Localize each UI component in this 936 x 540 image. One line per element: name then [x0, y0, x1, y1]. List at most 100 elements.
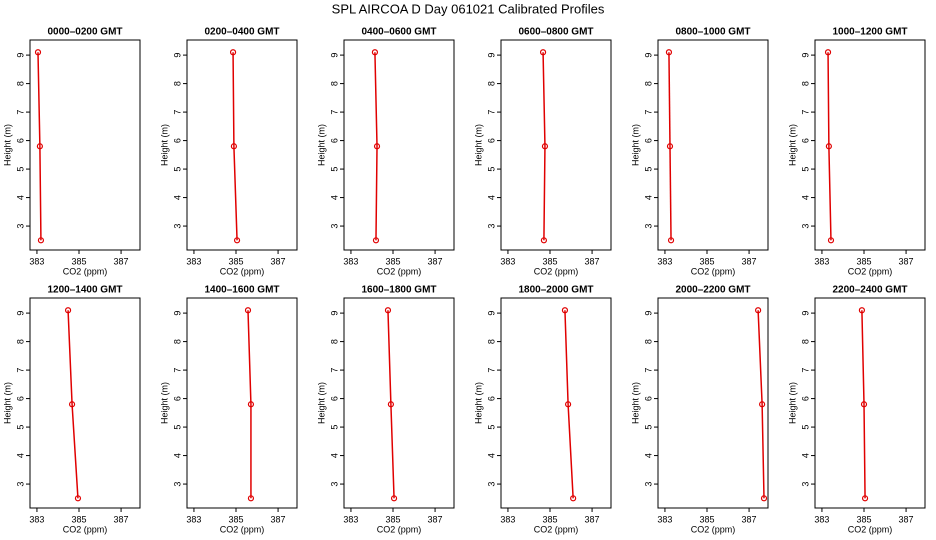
y-tick-label: 3: [329, 224, 339, 229]
plot-frame: [657, 39, 769, 251]
x-axis-label: CO2 (ppm): [848, 266, 893, 276]
x-axis-label: CO2 (ppm): [377, 524, 422, 534]
x-tick-label: 383: [29, 514, 44, 524]
profile-point: [541, 143, 549, 150]
y-tick-label: 9: [486, 53, 496, 58]
x-tick-label: 387: [428, 256, 443, 266]
profile-point: [34, 49, 42, 56]
plot-frame: [814, 39, 926, 251]
y-tick-label: 5: [486, 167, 496, 172]
panel-title: 0200–0400 GMT: [204, 27, 279, 38]
plot-frame: [657, 297, 769, 509]
profile-point: [230, 143, 238, 150]
y-tick-label: 8: [15, 339, 25, 344]
panel-title: 1800–2000 GMT: [518, 285, 593, 296]
x-tick-label: 385: [71, 256, 86, 266]
y-tick-label: 6: [800, 138, 810, 143]
y-tick-label: 6: [329, 138, 339, 143]
x-tick-label: 383: [343, 514, 358, 524]
panel-title: 1400–1600 GMT: [204, 285, 279, 296]
profile-point: [570, 495, 577, 502]
profile-line: [374, 52, 378, 241]
y-axis-label: Height (m): [2, 124, 12, 166]
y-tick-label: 8: [643, 81, 653, 86]
y-tick-label: 8: [172, 339, 182, 344]
x-tick-label: 387: [428, 514, 443, 524]
profile-point: [860, 401, 868, 408]
y-tick-label: 4: [486, 453, 496, 458]
profile-point: [755, 307, 762, 314]
y-axis-label: Height (m): [473, 382, 483, 424]
profile-point: [247, 401, 255, 408]
profile-point: [36, 143, 43, 150]
x-axis-label: CO2 (ppm): [534, 524, 579, 534]
y-tick-label: 4: [329, 453, 339, 458]
profile-line: [861, 310, 866, 499]
y-tick-label: 3: [800, 224, 810, 229]
plot-frame: [343, 297, 455, 509]
profile-point: [759, 401, 766, 408]
y-tick-label: 7: [15, 110, 25, 115]
profile-point: [825, 143, 832, 150]
profile-point: [373, 143, 381, 150]
y-tick-label: 5: [643, 167, 653, 172]
profile-line: [564, 310, 574, 499]
x-tick-label: 385: [542, 256, 557, 266]
profile-line: [67, 310, 79, 499]
profile-point: [244, 307, 252, 314]
y-tick-label: 7: [15, 368, 25, 373]
y-axis-label: Height (m): [2, 382, 12, 424]
x-tick-label: 383: [657, 256, 672, 266]
y-tick-label: 4: [800, 195, 810, 200]
y-tick-label: 5: [800, 167, 810, 172]
panel-title: 1000–1200 GMT: [832, 27, 907, 38]
x-tick-label: 387: [899, 256, 914, 266]
y-tick-label: 9: [172, 311, 182, 316]
y-tick-label: 7: [643, 110, 653, 115]
x-tick-label: 387: [742, 256, 757, 266]
y-tick-label: 6: [172, 396, 182, 401]
x-tick-label: 387: [585, 256, 600, 266]
y-axis-label: Height (m): [787, 124, 797, 166]
y-tick-label: 9: [800, 53, 810, 58]
y-tick-label: 8: [486, 81, 496, 86]
y-axis-label: Height (m): [159, 124, 169, 166]
y-tick-label: 7: [329, 368, 339, 373]
y-axis-label: Height (m): [159, 382, 169, 424]
profile-line: [542, 52, 546, 241]
y-tick-label: 8: [643, 339, 653, 344]
panel-title: 2200–2400 GMT: [832, 285, 907, 296]
page-title: SPL AIRCOA D Day 061021 Calibrated Profi…: [332, 1, 605, 16]
y-tick-label: 8: [800, 339, 810, 344]
y-tick-label: 3: [329, 482, 339, 487]
x-axis-label: CO2 (ppm): [848, 524, 893, 534]
profile-point: [68, 401, 76, 408]
y-tick-label: 9: [329, 53, 339, 58]
x-tick-label: 385: [542, 514, 557, 524]
y-tick-label: 7: [643, 368, 653, 373]
y-tick-label: 4: [643, 453, 653, 458]
y-axis-label: Height (m): [473, 124, 483, 166]
y-tick-label: 4: [329, 195, 339, 200]
x-tick-label: 385: [699, 514, 714, 524]
x-tick-label: 387: [271, 256, 286, 266]
x-axis-label: CO2 (ppm): [691, 266, 736, 276]
profile-point: [539, 49, 547, 56]
plot-frame: [186, 39, 298, 251]
y-tick-label: 3: [800, 482, 810, 487]
y-tick-label: 6: [172, 138, 182, 143]
x-tick-label: 385: [71, 514, 86, 524]
x-axis-label: CO2 (ppm): [63, 266, 108, 276]
y-tick-label: 3: [15, 482, 25, 487]
profile-point: [760, 495, 768, 502]
y-tick-label: 6: [643, 396, 653, 401]
x-axis-label: CO2 (ppm): [220, 266, 265, 276]
profile-point: [666, 143, 674, 150]
y-tick-label: 4: [172, 195, 182, 200]
y-tick-label: 7: [486, 368, 496, 373]
y-tick-label: 4: [172, 453, 182, 458]
y-tick-label: 5: [643, 425, 653, 430]
plot-frame: [814, 297, 926, 509]
profile-point: [665, 49, 673, 56]
profile-line: [668, 52, 672, 241]
